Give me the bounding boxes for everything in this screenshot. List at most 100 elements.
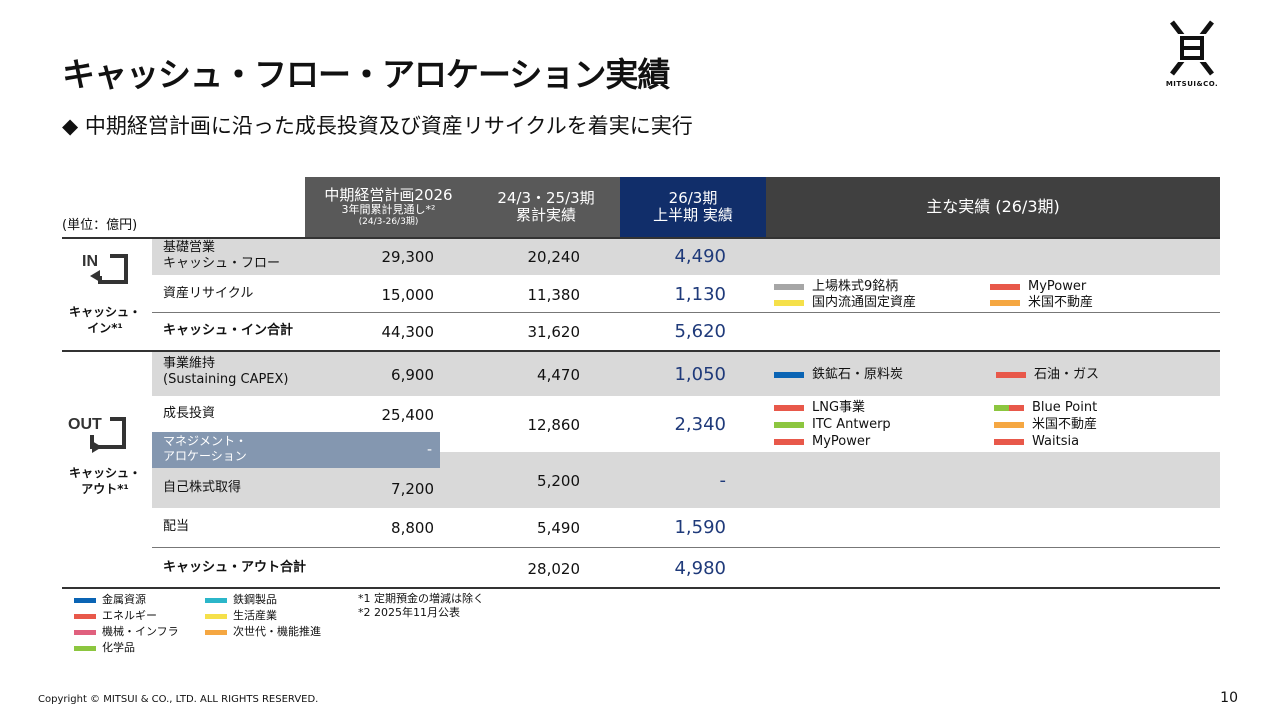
mgmt-alloc-label: マネジメント・ アロケーション [163, 434, 247, 464]
legend-swatch [990, 299, 1020, 306]
cash-in-total-h1: 5,620 [674, 321, 726, 342]
cash-in-label-line2: イン*¹ [87, 320, 123, 335]
segment-legend-label: 金属資源 [102, 593, 146, 606]
row-label-cash-in-total: キャッシュ・イン合計 [163, 323, 294, 338]
basic-cf-cum: 20,240 [527, 248, 581, 266]
segment-legend-item: エネルギー [74, 608, 157, 624]
asset-recycle-cum: 11,380 [527, 286, 581, 304]
mgmt-alloc-plan-value: - [426, 442, 432, 458]
header-plan-sub: 3年間累計見通し*² [341, 203, 436, 217]
legend-swatch [774, 438, 804, 445]
row-band-basic-cf [152, 239, 1220, 275]
segment-legend-label: エネルギー [102, 609, 157, 622]
row-band-buyback-left [152, 468, 440, 508]
row-band-sustaining [152, 352, 1220, 396]
growth-legend-label: Blue Point [1032, 400, 1098, 415]
dividend-cum: 5,490 [537, 519, 580, 537]
sustaining-legend-label: 石油・ガス [1034, 367, 1100, 382]
cash-out-label-line2: アウト*¹ [81, 481, 129, 496]
mgmt-alloc-label-line1: マネジメント・ [163, 434, 248, 448]
segment-legend-item: 金属資源 [74, 592, 146, 608]
recycle-legend-label: MyPower [1028, 279, 1087, 294]
page-title: キャッシュ・フロー・アロケーション実績 [62, 55, 670, 94]
legend-swatch [774, 299, 804, 306]
legend-swatch [994, 438, 1024, 445]
asset-recycle-plan: 15,000 [381, 286, 435, 304]
legend-swatch [74, 613, 96, 619]
basic-cf-plan: 29,300 [381, 248, 435, 266]
cash-in-total-plan: 44,300 [381, 323, 435, 341]
header-cumulative-label: 累計実績 [515, 206, 576, 224]
growth-legend-item: 米国不動産 [994, 416, 1097, 433]
row-label-asset-recycle: 資産リサイクル [163, 286, 254, 301]
page-subtitle: ◆ 中期経営計画に沿った成長投資及び資産リサイクルを着実に実行 [62, 114, 693, 138]
segment-legend-label: 鉄鋼製品 [233, 593, 277, 606]
growth-legend-item: Blue Point [994, 399, 1097, 416]
cash-out-label: キャッシュ・ アウト*¹ [62, 466, 148, 497]
segment-legend-label: 化学品 [102, 641, 135, 654]
sustaining-legend-item: 石油・ガス [996, 366, 1099, 383]
basic-cf-h1: 4,490 [674, 246, 726, 267]
cash-out-total-cum: 28,020 [527, 560, 581, 578]
legend-swatch [774, 404, 804, 411]
legend-swatch-split [994, 404, 1024, 411]
footnote-2: *2 2025年11月公表 [358, 606, 460, 619]
cash-in-label-line1: キャッシュ・ [68, 305, 141, 319]
row-label-basic-cf-line2: キャッシュ・フロー [163, 255, 281, 271]
legend-swatch [205, 629, 227, 635]
sustaining-legend-item: 鉄鉱石・原料炭 [774, 366, 903, 383]
growth-cum: 12,860 [527, 416, 581, 434]
sustaining-cum: 4,470 [537, 366, 580, 384]
segment-legend-item: 次世代・機能推進 [205, 624, 321, 640]
dividend-h1: 1,590 [674, 517, 726, 538]
segment-legend-item: 機械・インフラ [74, 624, 179, 640]
recycle-legend-item: 国内流通固定資産 [774, 294, 916, 311]
header-main-results: 主な実績 (26/3期) [766, 177, 1220, 237]
header-first-half-period: 26/3期 [668, 188, 718, 207]
segment-legend-item: 生活産業 [205, 608, 277, 624]
header-plan: 中期経営計画2026 3年間累計見通し*² (24/3-26/3期) [305, 177, 472, 237]
legend-swatch [994, 421, 1024, 428]
row-label-sustaining-line1: 事業維持 [163, 356, 216, 371]
recycle-legend-label: 上場株式9銘柄 [812, 279, 899, 294]
header-first-half: 26/3期 上半期 実績 [620, 177, 766, 237]
cash-in-label: キャッシュ・ イン*¹ [62, 305, 148, 336]
recycle-legend-label: 国内流通固定資産 [812, 295, 917, 310]
asset-recycle-h1: 1,130 [674, 284, 726, 305]
header-first-half-label: 上半期 実績 [653, 206, 733, 224]
legend-swatch [774, 283, 804, 290]
cash-out-label-line1: キャッシュ・ [68, 466, 141, 480]
header-plan-title: 中期経営計画2026 [324, 185, 453, 204]
header-cumulative-period: 24/3・25/3期 [497, 188, 595, 207]
cash-in-icon: IN [82, 253, 128, 284]
segment-legend-label: 機械・インフラ [102, 625, 179, 638]
growth-legend-label: 米国不動産 [1032, 417, 1098, 432]
cash-in-badge: IN [80, 250, 132, 294]
cash-out-icon: OUT [68, 416, 126, 453]
row-label-cash-out-total: キャッシュ・アウト合計 [163, 560, 307, 575]
growth-plan: 25,400 [381, 406, 435, 424]
growth-legend-item: ITC Antwerp [774, 416, 891, 433]
company-logo: MITSUI&CO. [1158, 16, 1226, 90]
sustaining-plan: 6,900 [391, 366, 434, 384]
legend-swatch [205, 597, 227, 603]
growth-legend-label: LNG事業 [812, 400, 866, 415]
row-band-buyback [440, 452, 1220, 508]
row-label-sustaining-line2: (Sustaining CAPEX) [163, 371, 289, 387]
growth-legend-item: LNG事業 [774, 399, 865, 416]
legend-swatch [774, 371, 804, 378]
header-plan-period: (24/3-26/3期) [358, 216, 419, 227]
unit-label: (単位：億円) [62, 218, 138, 233]
row-label-buyback: 自己株式取得 [163, 480, 242, 495]
legend-swatch [990, 283, 1020, 290]
table-top-rule [62, 237, 1220, 239]
segment-legend-item: 化学品 [74, 640, 135, 656]
legend-swatch [74, 629, 96, 635]
recycle-legend-item: 米国不動産 [990, 294, 1093, 311]
growth-legend-label: ITC Antwerp [812, 417, 891, 432]
segment-legend-label: 生活産業 [233, 609, 277, 622]
recycle-legend-label: 米国不動産 [1028, 295, 1094, 310]
legend-swatch [74, 645, 96, 651]
dividend-plan: 8,800 [391, 519, 434, 537]
row-label-basic-cf: 基礎営業 キャッシュ・フロー [163, 240, 280, 271]
